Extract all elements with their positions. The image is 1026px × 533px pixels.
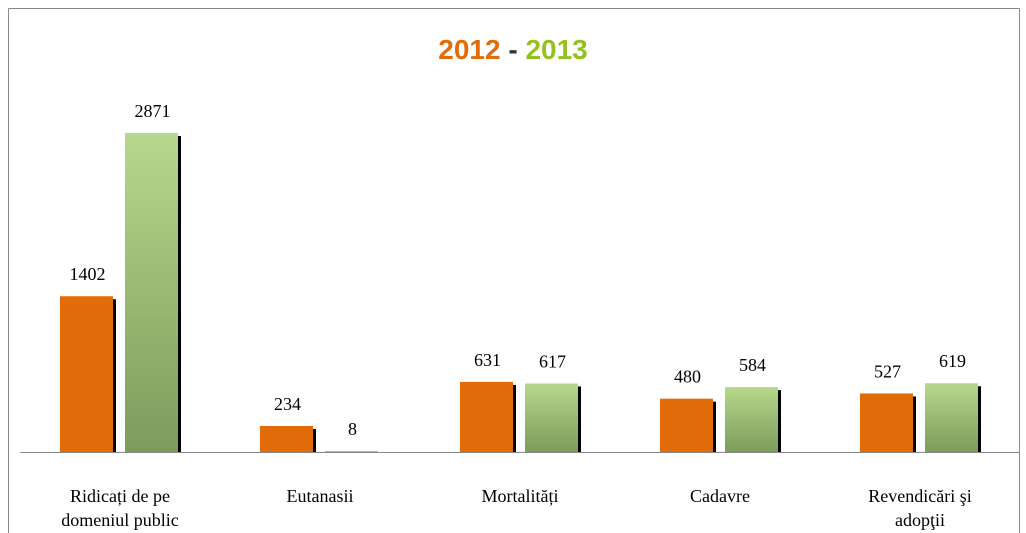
bar (860, 393, 913, 452)
x-tick-label: Eutanasii (286, 486, 354, 506)
bar (125, 133, 178, 452)
value-label: 2871 (135, 101, 171, 121)
value-label: 617 (539, 351, 566, 371)
title-part: - (508, 34, 518, 65)
value-label: 631 (474, 350, 501, 370)
x-tick-label: Mortalități (481, 486, 559, 506)
bar (660, 398, 713, 452)
value-label: 480 (674, 367, 701, 387)
bar (60, 296, 113, 452)
title-part: 2013 (525, 34, 588, 65)
bar (925, 383, 978, 452)
x-tick-label: Ridicați de pe domeniul public (61, 486, 179, 530)
x-tick-label: Revendicări şi adopţii (868, 486, 972, 530)
value-label: 584 (739, 355, 766, 375)
value-label: 619 (939, 351, 966, 371)
x-tick-label: Cadavre (690, 486, 750, 506)
chart-title: 2012 - 2013 (0, 34, 1026, 66)
bar (325, 451, 378, 452)
value-label: 234 (274, 394, 301, 414)
value-label: 8 (348, 419, 357, 439)
value-label: 527 (874, 361, 901, 381)
title-part: 2012 (438, 34, 501, 65)
bar (525, 383, 578, 452)
bar (725, 387, 778, 452)
value-label: 1402 (70, 264, 106, 284)
bar (460, 381, 513, 452)
bar (260, 426, 313, 452)
